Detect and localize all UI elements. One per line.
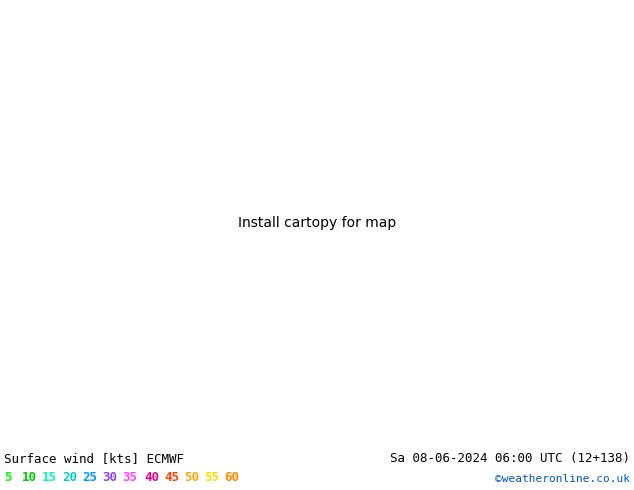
- Text: Sa 08-06-2024 06:00 UTC (12+138): Sa 08-06-2024 06:00 UTC (12+138): [390, 452, 630, 465]
- Text: 20: 20: [62, 471, 77, 484]
- Text: 25: 25: [82, 471, 97, 484]
- Text: 45: 45: [164, 471, 179, 484]
- Text: ©weatheronline.co.uk: ©weatheronline.co.uk: [495, 474, 630, 484]
- Text: Install cartopy for map: Install cartopy for map: [238, 216, 396, 230]
- Text: 40: 40: [144, 471, 159, 484]
- Text: 35: 35: [122, 471, 137, 484]
- Text: 10: 10: [22, 471, 37, 484]
- Text: 30: 30: [102, 471, 117, 484]
- Text: 50: 50: [184, 471, 199, 484]
- Text: Surface wind [kts] ECMWF: Surface wind [kts] ECMWF: [4, 452, 184, 465]
- Text: 60: 60: [224, 471, 239, 484]
- Text: 55: 55: [204, 471, 219, 484]
- Text: 15: 15: [42, 471, 57, 484]
- Text: 5: 5: [4, 471, 11, 484]
